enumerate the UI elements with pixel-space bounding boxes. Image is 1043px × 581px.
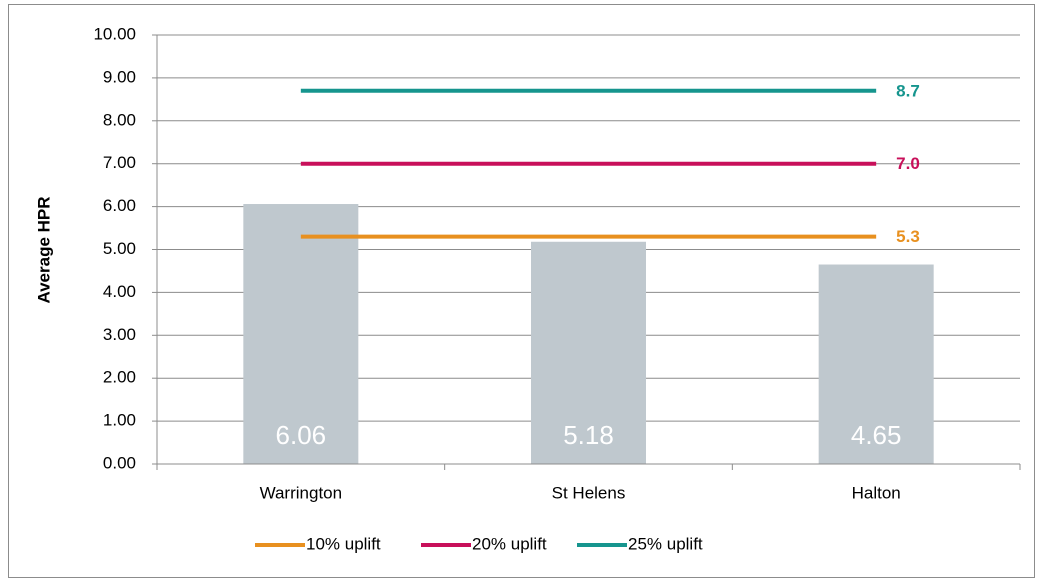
bar-value-label: 4.65 — [851, 420, 902, 450]
y-tick-label: 3.00 — [103, 325, 136, 344]
bar-value-label: 6.06 — [276, 420, 327, 450]
y-tick-label: 1.00 — [103, 411, 136, 430]
line-value-label: 8.7 — [896, 81, 920, 100]
line-value-label: 5.3 — [896, 227, 920, 246]
legend-label: 25% uplift — [628, 534, 703, 553]
y-tick-label: 4.00 — [103, 282, 136, 301]
bar — [531, 241, 646, 464]
y-tick-label: 9.00 — [103, 67, 136, 86]
x-tick-label: Halton — [852, 483, 901, 502]
y-tick-label: 2.00 — [103, 368, 136, 387]
bar-value-label: 5.18 — [563, 420, 614, 450]
bar — [818, 264, 934, 464]
y-tick-label: 6.00 — [103, 196, 136, 215]
legend-label: 20% uplift — [472, 534, 547, 553]
y-tick-label: 10.00 — [93, 24, 136, 43]
y-tick-label: 7.00 — [103, 153, 136, 172]
x-tick-label: St Helens — [552, 483, 626, 502]
x-tick-label: Warrington — [260, 483, 343, 502]
legend-label: 10% uplift — [306, 534, 381, 553]
bar — [243, 204, 359, 464]
line-value-label: 7.0 — [896, 154, 920, 173]
y-tick-label: 0.00 — [103, 453, 136, 472]
y-tick-label: 8.00 — [103, 110, 136, 129]
y-tick-label: 5.00 — [103, 239, 136, 258]
y-axis-title: Average HPR — [34, 196, 53, 303]
